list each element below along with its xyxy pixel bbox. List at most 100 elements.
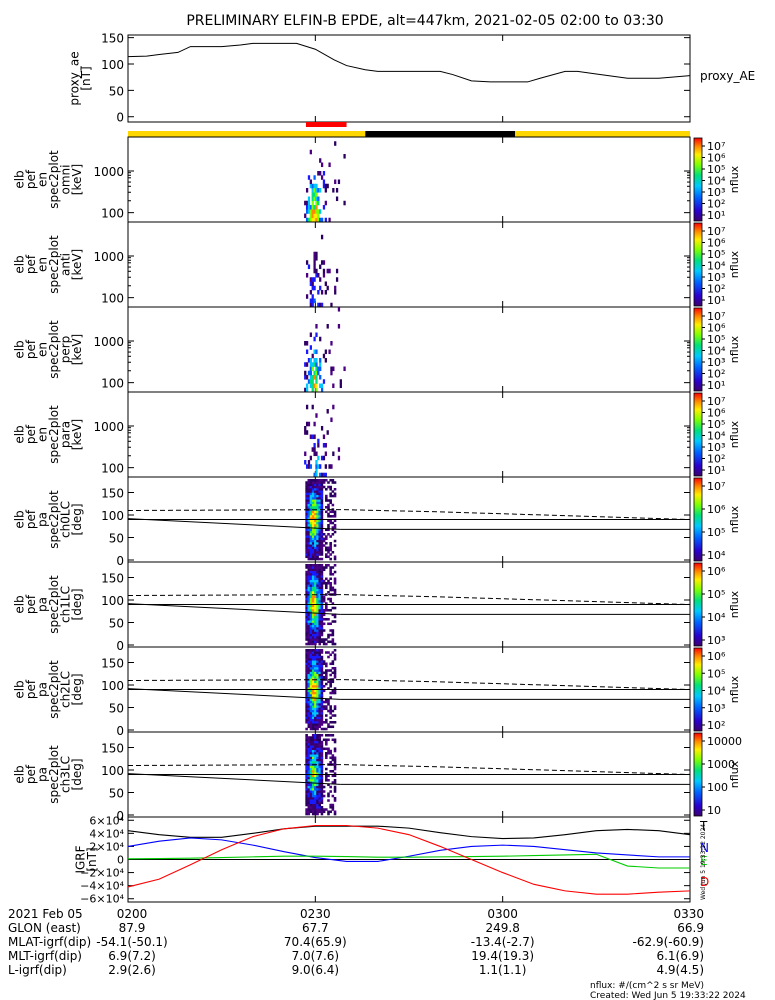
spectrogram-cell [320, 595, 324, 599]
energy-ytick-label: 1000 [93, 420, 124, 434]
spectrogram-cell [305, 548, 308, 552]
spectrogram-cell [313, 196, 316, 202]
spectrogram-cell [316, 767, 319, 771]
spectrogram-cell [311, 622, 315, 626]
pa-panel-ylabel-line: pa [35, 767, 49, 782]
spectrogram-cell [331, 629, 335, 632]
spectrogram-cell [311, 524, 315, 527]
spectrogram-cell [309, 595, 313, 599]
colorbar-tick-label: 10⁷ [707, 225, 725, 238]
spectrogram-cell [305, 539, 308, 543]
spectrogram-cell [314, 734, 317, 737]
spectrogram-cell [343, 154, 346, 159]
energy-ytick-label: 1000 [93, 250, 124, 264]
spectrogram-cell [318, 526, 322, 529]
spectrogram-cell [311, 537, 315, 541]
spectrogram-cell [316, 548, 319, 552]
spectrogram-cell [318, 649, 322, 652]
spectrogram-cell [305, 743, 308, 746]
spectrogram-cell [305, 490, 308, 493]
spectrogram-cell [319, 171, 322, 176]
spectrogram-cell [329, 586, 332, 590]
spectrogram-cell [315, 472, 318, 478]
spectrogram-cell [307, 533, 311, 536]
proxy-ae-ytick-label: 0 [116, 111, 124, 125]
energy-panel-frame [127, 221, 691, 308]
spectrogram-cell [318, 535, 322, 538]
spectrogram-cell [320, 579, 324, 583]
spectrogram-cell [316, 662, 319, 666]
spectrogram-cell [314, 761, 317, 764]
spectrogram-cell [311, 680, 315, 684]
spectrogram-cell [335, 188, 339, 193]
energy-panel-frame [127, 136, 691, 223]
spectrogram-cell [305, 579, 308, 583]
spectrogram-cell [305, 810, 308, 814]
spectrogram-cell [314, 667, 317, 670]
spectrogram-cell [320, 794, 324, 798]
spectrogram-cell [318, 797, 322, 800]
spectrogram-cell [311, 375, 314, 380]
spectrogram-cell [314, 609, 317, 612]
spectrogram-cell [337, 455, 341, 461]
spectrogram-cell [314, 642, 317, 646]
spectrogram-cell [309, 698, 313, 702]
spectrogram-cell [325, 705, 328, 708]
colorbar-tick-label: 10³ [707, 356, 725, 369]
spectrogram-cell [314, 521, 317, 525]
spectrogram-cell [314, 586, 317, 590]
spectrogram-cell [309, 678, 313, 681]
spectrogram-cell [318, 776, 322, 780]
proxy-ae-ytick-label: 100 [101, 58, 124, 72]
spectrogram-cell [314, 660, 317, 663]
spectrogram-cell [314, 662, 317, 666]
spectrogram-cell [318, 588, 322, 592]
spectrogram-cell [318, 530, 322, 534]
energy-panel-ylabel-line: [keV] [70, 419, 84, 450]
spectrogram-cell [327, 609, 330, 612]
spectrogram-cell [333, 761, 337, 764]
spectrogram-cell [332, 383, 335, 389]
spectrogram-cell [333, 593, 337, 596]
spectrogram-cell [309, 490, 313, 493]
spectrogram-cell [307, 358, 311, 363]
spectrogram-cell [314, 770, 317, 773]
spectrogram-cell [305, 573, 308, 576]
spectrogram-cell [305, 604, 308, 608]
spectrogram-cell [311, 806, 315, 809]
spectrogram-cell [320, 512, 324, 516]
spectrogram-cell [316, 783, 319, 787]
spectrogram-cell [305, 709, 308, 713]
spectrogram-cell [307, 740, 311, 744]
spectrogram-cell [314, 703, 317, 706]
spectrogram-cell [309, 488, 313, 491]
spectrogram-cell [305, 638, 308, 641]
colorbar-tick-label: 10⁴ [707, 549, 726, 562]
spectrogram-cell [305, 205, 309, 210]
spectrogram-cell [318, 714, 322, 717]
energy-panel-ylabel-line: pef [24, 169, 38, 189]
colorbar-tick-label: 10⁶ [707, 503, 726, 516]
spectrogram-cell [325, 676, 328, 679]
spectrogram-cell [309, 149, 312, 155]
spectrogram-cell [324, 217, 327, 223]
spectrogram-cell [320, 808, 324, 811]
spectrogram-cell [313, 205, 316, 210]
spectrogram-cell [329, 749, 332, 753]
spectrogram-cell [316, 754, 319, 757]
ephemeris-value: 6.1(6.9) [656, 949, 704, 963]
spectrogram-cell [316, 499, 319, 502]
spectrogram-cell [309, 749, 313, 753]
igrf-ytick-label: 2×10⁴ [89, 840, 124, 853]
spectrogram-cell [320, 604, 324, 608]
spectrogram-cell [317, 209, 320, 214]
spectrogram-cell [318, 794, 322, 798]
spectrogram-cell [314, 555, 317, 559]
spectrogram-cell [305, 615, 308, 619]
spectrogram-cell [333, 510, 337, 514]
spectrogram-cell [314, 483, 317, 487]
spectrogram-cell [316, 600, 319, 603]
spectrogram-cell [327, 499, 330, 502]
spectrogram-cell [305, 620, 308, 623]
spectrogram-cell [309, 723, 313, 726]
